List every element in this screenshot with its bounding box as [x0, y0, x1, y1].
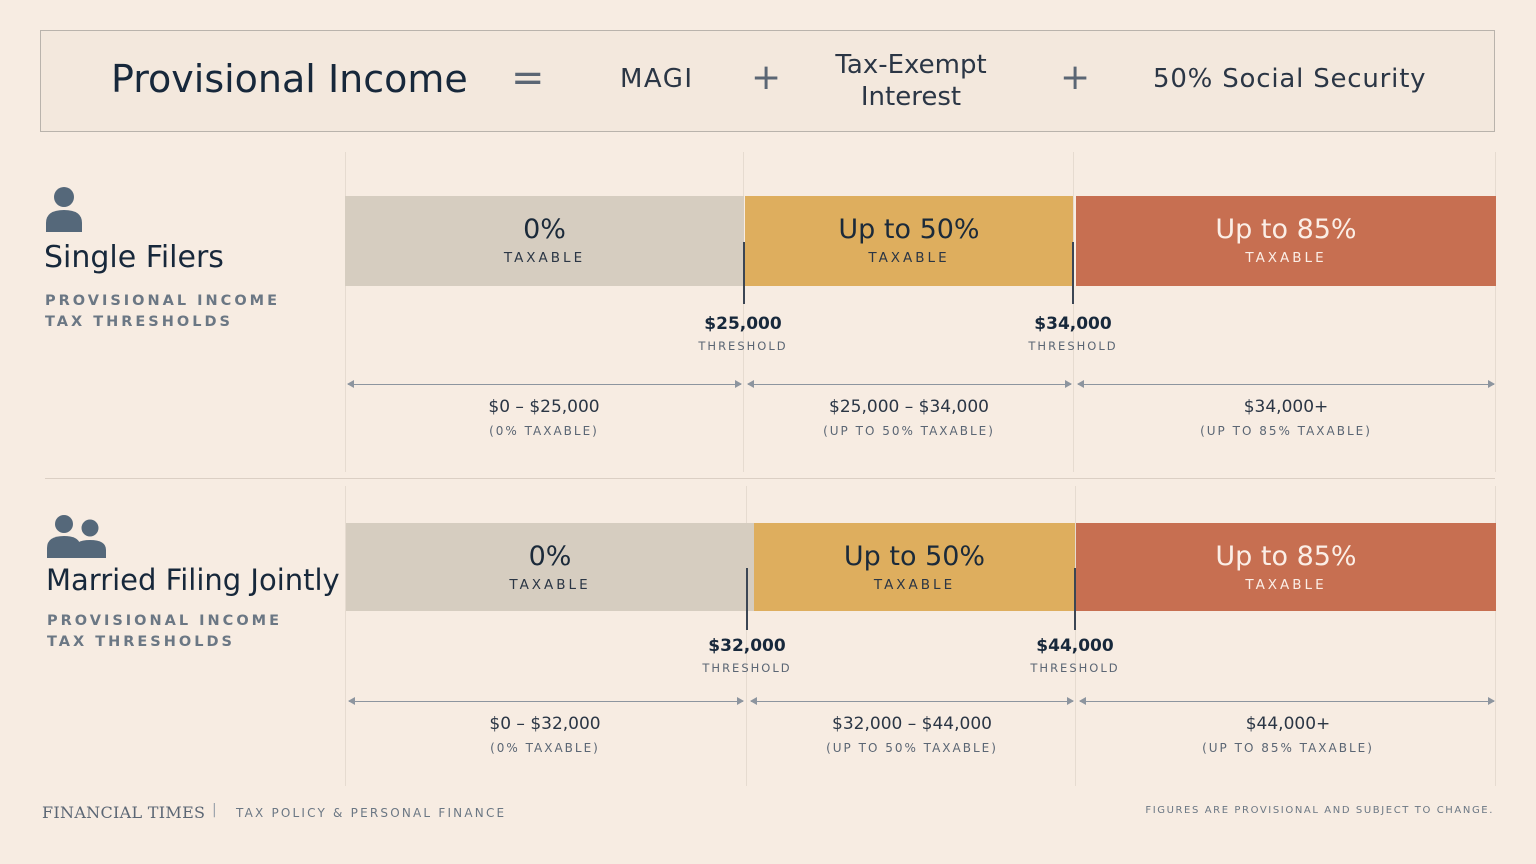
formula-term-tax-exempt: Tax-Exempt Interest: [831, 49, 991, 113]
formula-term-tax-exempt-line2: Interest: [860, 82, 962, 112]
range-note: (UP TO 50% TAXABLE): [823, 424, 995, 438]
threshold-tick: [1072, 242, 1074, 304]
range-note: (UP TO 85% TAXABLE): [1200, 424, 1372, 438]
formula-term-magi: MAGI: [620, 64, 694, 94]
married-filing-jointly-subtitle: PROVISIONAL INCOME TAX THRESHOLDS: [47, 611, 282, 653]
threshold-tick: [1074, 568, 1076, 630]
range-arrow: [747, 380, 1072, 388]
single-band-zero: 0% TAXABLE: [345, 196, 744, 286]
band-label: TAXABLE: [509, 577, 591, 593]
married-band-eightyfive: Up to 85% TAXABLE: [1076, 523, 1496, 611]
threshold-label: THRESHOLD: [702, 661, 792, 675]
range-arrow: [1079, 697, 1495, 705]
band-label: TAXABLE: [868, 250, 950, 266]
single-filers-title: Single Filers: [44, 240, 224, 275]
threshold-label: THRESHOLD: [1028, 339, 1118, 353]
band-percent: Up to 50%: [838, 214, 980, 245]
single-band-fifty: Up to 50% TAXABLE: [745, 196, 1073, 286]
column-guide: [1073, 152, 1074, 472]
single-band-eightyfive: Up to 85% TAXABLE: [1076, 196, 1496, 286]
footer-section: TAX POLICY & PERSONAL FINANCE: [236, 806, 507, 820]
range-value: $32,000 – $44,000: [832, 714, 992, 734]
column-guide: [1075, 486, 1076, 786]
married-subtitle-line1: PROVISIONAL INCOME: [47, 613, 282, 629]
band-percent: Up to 85%: [1215, 214, 1357, 245]
band-label: TAXABLE: [1245, 250, 1327, 266]
threshold-label: THRESHOLD: [698, 339, 788, 353]
column-guide: [345, 486, 346, 786]
column-guide: [746, 486, 747, 786]
married-filing-jointly-title: Married Filing Jointly: [46, 563, 340, 597]
band-label: TAXABLE: [503, 250, 586, 266]
threshold-label: THRESHOLD: [1030, 661, 1120, 675]
range-value: $34,000+: [1243, 397, 1329, 417]
threshold-value: $34,000: [1034, 314, 1112, 334]
band-percent: 0%: [528, 541, 572, 572]
column-guide: [743, 152, 744, 472]
band-percent: 0%: [523, 214, 566, 245]
threshold-tick: [743, 242, 745, 304]
range-value: $44,000+: [1245, 714, 1331, 734]
single-filers-subtitle-line1: PROVISIONAL INCOME: [45, 293, 280, 309]
range-note: (0% TAXABLE): [489, 424, 599, 438]
formula-term-tax-exempt-line1: Tax-Exempt: [835, 50, 987, 80]
band-percent: Up to 50%: [843, 541, 986, 572]
threshold-value: $25,000: [704, 314, 782, 334]
range-value: $25,000 – $34,000: [829, 397, 989, 417]
range-arrow: [750, 697, 1074, 705]
formula-title: Provisional Income: [111, 57, 468, 101]
person-icon: [46, 187, 82, 232]
threshold-value: $32,000: [708, 636, 786, 656]
column-guide: [1495, 486, 1496, 786]
equals-sign: =: [511, 55, 545, 101]
column-guide: [345, 152, 346, 472]
range-value: $0 – $32,000: [489, 714, 601, 734]
plus-sign-2: +: [1060, 57, 1091, 98]
plus-sign-1: +: [751, 57, 782, 98]
single-filers-subtitle-line2: TAX THRESHOLDS: [45, 314, 233, 330]
couple-icon: [47, 515, 106, 558]
brand-logo-text: FINANCIAL TIMES: [42, 803, 206, 822]
married-subtitle-line2: TAX THRESHOLDS: [47, 634, 235, 650]
married-band-fifty: Up to 50% TAXABLE: [754, 523, 1075, 611]
formula-box: Provisional Income = MAGI + Tax-Exempt I…: [40, 30, 1495, 132]
band-label: TAXABLE: [1245, 577, 1327, 593]
range-note: (0% TAXABLE): [490, 741, 600, 755]
range-arrow: [1077, 380, 1495, 388]
range-arrow: [347, 380, 742, 388]
married-band-zero: 0% TAXABLE: [346, 523, 754, 611]
single-filers-subtitle: PROVISIONAL INCOME TAX THRESHOLDS: [45, 291, 280, 333]
formula-term-social-security: 50% Social Security: [1153, 64, 1427, 94]
threshold-tick: [746, 568, 748, 630]
band-percent: Up to 85%: [1215, 541, 1357, 572]
footer-disclaimer: FIGURES ARE PROVISIONAL AND SUBJECT TO C…: [1145, 805, 1494, 816]
range-arrow: [348, 697, 744, 705]
range-value: $0 – $25,000: [488, 397, 600, 417]
range-note: (UP TO 85% TAXABLE): [1202, 741, 1374, 755]
band-label: TAXABLE: [873, 577, 956, 593]
column-guide: [1495, 152, 1496, 472]
range-note: (UP TO 50% TAXABLE): [826, 741, 998, 755]
threshold-value: $44,000: [1036, 636, 1114, 656]
section-divider: [45, 478, 1495, 479]
footer-divider: |: [212, 802, 217, 818]
